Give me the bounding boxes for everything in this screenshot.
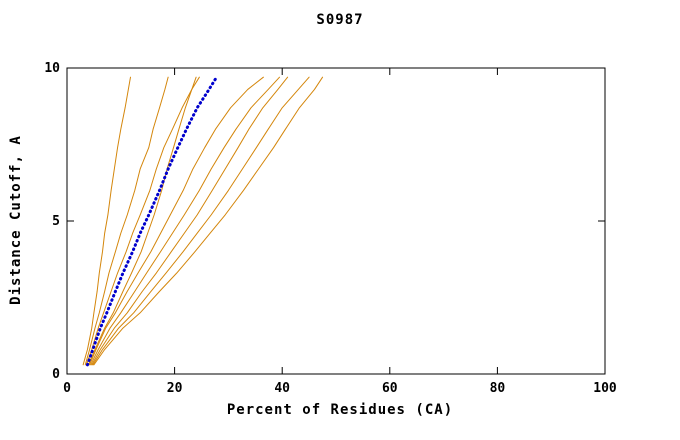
y-tick-label: 5 — [52, 214, 60, 229]
curve-model-8 — [92, 76, 310, 366]
curve-model-2 — [84, 76, 169, 366]
y-axis-label: Distance Cutoff, A — [8, 135, 24, 305]
y-tick-label: 0 — [52, 367, 60, 382]
curve-model-6 — [90, 76, 281, 366]
x-tick-label: 40 — [274, 381, 290, 396]
curve-highlight-model — [85, 75, 219, 367]
curve-model-1 — [82, 76, 131, 366]
x-tick-label: 100 — [593, 381, 617, 396]
x-tick-label: 0 — [63, 381, 71, 396]
x-tick-label: 20 — [167, 381, 183, 396]
x-axis-label: Percent of Residues (CA) — [226, 402, 454, 418]
curve-model-5 — [89, 76, 264, 366]
y-tick-label: 10 — [44, 61, 60, 76]
chart-title: S0987 — [316, 12, 364, 28]
curve-model-4 — [88, 76, 197, 366]
axes-frame — [66, 67, 606, 375]
curve-model-3 — [85, 76, 200, 366]
curve-model-9 — [93, 76, 324, 366]
curve-model-7 — [91, 76, 289, 366]
x-tick-label: 80 — [490, 381, 506, 396]
x-tick-label: 60 — [382, 381, 398, 396]
